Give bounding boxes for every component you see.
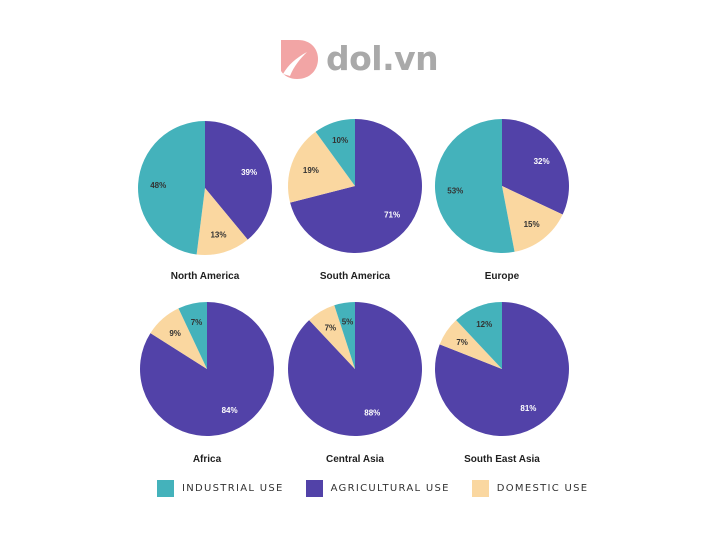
pie-slice-domestic [439, 320, 502, 369]
pie-chart-central-asia: 88% 7% 5% Central Asia [288, 302, 423, 465]
pie-chart-europe: 32% 15% 53% Europe [434, 119, 569, 282]
pie-slice-domestic [150, 308, 207, 369]
pie-chart-africa: 84% 9% 7% Africa [140, 302, 275, 465]
pie-slice-industrial [456, 302, 502, 369]
data-label-industrial: 7% [191, 318, 203, 327]
legend-label: AGRICULTURAL USE [330, 482, 450, 494]
pie-slice-agricultural [205, 121, 272, 240]
pie-slice-domestic [309, 305, 355, 369]
data-label-industrial: 48% [150, 181, 166, 190]
legend-swatch [305, 479, 323, 497]
pie-slice-agricultural [502, 119, 569, 215]
data-label-industrial: 10% [332, 136, 348, 145]
pie-slice-domestic [287, 131, 355, 203]
data-label-agricultural: 81% [520, 404, 536, 413]
legend-label: INDUSTRIAL USE [182, 482, 284, 494]
data-label-agricultural: 32% [534, 157, 550, 166]
chart-title: South America [320, 271, 391, 282]
legend-item-industrial: INDUSTRIAL USE [157, 479, 284, 497]
pie-slice-domestic [502, 186, 563, 252]
data-label-domestic: 7% [456, 338, 468, 347]
data-label-agricultural: 39% [241, 168, 257, 177]
data-label-domestic: 13% [210, 230, 226, 239]
pie-slice-industrial [434, 119, 515, 253]
pie-slice-agricultural [434, 302, 569, 436]
dol-logo: dol.vn [278, 36, 439, 82]
legend-swatch [471, 479, 489, 497]
chart-title: North America [171, 271, 240, 282]
data-label-industrial: 12% [476, 320, 492, 329]
legend-swatch [157, 479, 174, 497]
data-label-agricultural: 88% [364, 409, 380, 418]
logo-text: dol.vn [326, 39, 439, 78]
dol-logo-mark [281, 40, 318, 79]
pie-slice-domestic [196, 188, 248, 255]
legend: INDUSTRIAL USE AGRICULTURAL USE DOMESTIC U… [157, 478, 610, 498]
pie-chart-south-america: 71% 19% 10% South America [287, 119, 422, 282]
pie-slice-industrial [138, 121, 205, 255]
pie-slice-industrial [334, 302, 355, 369]
pie-chart-south-east-asia: 81% 7% 12% South East Asia [434, 302, 569, 465]
pie-chart-north-america: 39% 13% 48% North America [138, 121, 272, 282]
data-label-agricultural: 71% [384, 211, 400, 220]
pie-slice-industrial [178, 302, 207, 369]
data-label-agricultural: 84% [222, 406, 238, 415]
data-label-domestic: 7% [325, 324, 337, 333]
data-label-domestic: 19% [303, 166, 319, 175]
legend-item-agricultural: AGRICULTURAL USE [305, 479, 450, 497]
data-label-industrial: 53% [447, 186, 463, 195]
data-label-industrial: 5% [342, 317, 354, 326]
chart-title: Africa [193, 454, 222, 465]
chart-title: Central Asia [326, 454, 384, 465]
chart-title: South East Asia [464, 454, 540, 465]
data-label-domestic: 15% [524, 220, 540, 229]
pie-slice-agricultural [140, 302, 275, 436]
legend-item-domestic: DOMESTIC USE [471, 479, 589, 497]
pie-slice-agricultural [290, 119, 422, 253]
pie-slice-industrial [315, 119, 355, 186]
pie-slice-agricultural [288, 302, 423, 436]
legend-label: DOMESTIC USE [496, 482, 589, 494]
data-label-domestic: 9% [169, 329, 181, 338]
chart-title: Europe [485, 271, 520, 282]
